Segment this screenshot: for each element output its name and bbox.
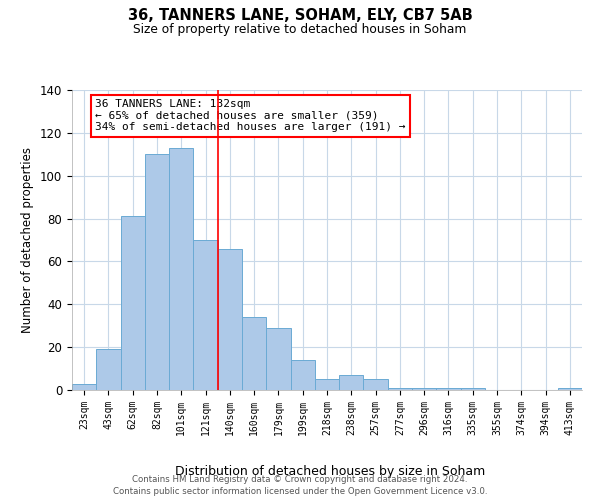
Bar <box>315 380 339 390</box>
Bar <box>242 317 266 390</box>
Text: 36 TANNERS LANE: 132sqm
← 65% of detached houses are smaller (359)
34% of semi-d: 36 TANNERS LANE: 132sqm ← 65% of detache… <box>95 99 406 132</box>
Bar <box>72 384 96 390</box>
Bar <box>169 148 193 390</box>
Bar <box>218 248 242 390</box>
Bar <box>290 360 315 390</box>
Y-axis label: Number of detached properties: Number of detached properties <box>22 147 34 333</box>
Text: Contains HM Land Registry data © Crown copyright and database right 2024.
Contai: Contains HM Land Registry data © Crown c… <box>113 474 487 496</box>
Bar <box>339 375 364 390</box>
Bar <box>461 388 485 390</box>
Bar <box>364 380 388 390</box>
Bar <box>388 388 412 390</box>
Bar <box>436 388 461 390</box>
Bar <box>558 388 582 390</box>
Text: Distribution of detached houses by size in Soham: Distribution of detached houses by size … <box>175 464 485 477</box>
Bar <box>193 240 218 390</box>
Bar <box>266 328 290 390</box>
Text: Size of property relative to detached houses in Soham: Size of property relative to detached ho… <box>133 22 467 36</box>
Bar <box>121 216 145 390</box>
Text: 36, TANNERS LANE, SOHAM, ELY, CB7 5AB: 36, TANNERS LANE, SOHAM, ELY, CB7 5AB <box>128 8 472 22</box>
Bar <box>412 388 436 390</box>
Bar <box>96 350 121 390</box>
Bar <box>145 154 169 390</box>
